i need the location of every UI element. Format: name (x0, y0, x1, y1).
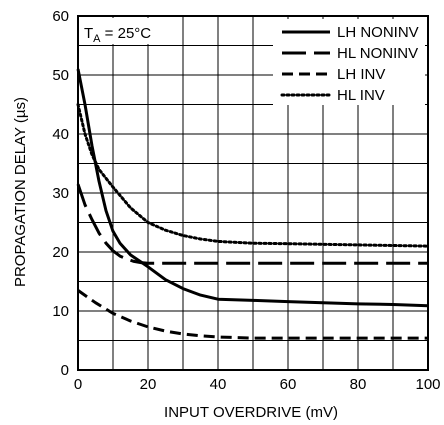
y-tick-label: 10 (52, 303, 69, 320)
y-tick-label: 50 (52, 67, 69, 84)
y-tick-label: 30 (52, 185, 69, 202)
y-axis-label: PROPAGATION DELAY (µs) (12, 97, 29, 287)
series-line-lh-noninv (76, 68, 429, 308)
temperature-annotation: TA = 25°C (80, 18, 180, 45)
x-tick-label: 80 (350, 376, 367, 393)
x-tick-label: 20 (140, 376, 157, 393)
y-tick-label: 0 (61, 362, 69, 379)
series-layer (76, 68, 430, 340)
legend-label: LH INV (337, 66, 385, 83)
x-tick-label: 40 (210, 376, 227, 393)
legend-label: HL NONINV (337, 45, 418, 62)
tick-labels: 0 20 40 60 80 100 0 10 20 30 40 50 60 (52, 8, 440, 393)
legend-label: HL INV (337, 87, 385, 104)
legend-label: LH NONINV (337, 24, 419, 41)
plot-frame (77, 15, 429, 371)
series-line-lh-inv (77, 289, 428, 340)
series-line-hl-inv (76, 103, 430, 248)
x-tick-label: 0 (74, 376, 82, 393)
legend: LH NONINV HL NONINV LH INV HL INV (273, 19, 425, 105)
x-tick-label: 100 (415, 376, 440, 393)
y-tick-label: 20 (52, 244, 69, 261)
y-tick-label: 60 (52, 8, 69, 25)
series-line-hl-noninv (76, 183, 428, 265)
x-axis-label: INPUT OVERDRIVE (mV) (164, 404, 338, 421)
x-tick-label: 60 (280, 376, 297, 393)
y-tick-label: 40 (52, 126, 69, 143)
annotation-background (80, 18, 180, 44)
temperature-label: TA = 25°C (84, 25, 151, 45)
